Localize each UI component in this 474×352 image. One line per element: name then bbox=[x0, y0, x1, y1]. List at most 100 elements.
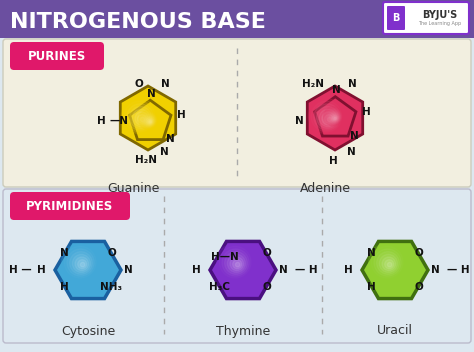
Text: N: N bbox=[161, 80, 170, 89]
Circle shape bbox=[121, 99, 156, 134]
Circle shape bbox=[127, 104, 153, 130]
Text: N: N bbox=[279, 265, 287, 275]
Text: N: N bbox=[295, 116, 304, 126]
Circle shape bbox=[225, 252, 247, 274]
Text: Thymine: Thymine bbox=[216, 325, 270, 338]
Text: N: N bbox=[147, 89, 156, 99]
Circle shape bbox=[138, 110, 158, 130]
Text: Uracil: Uracil bbox=[377, 325, 413, 338]
Circle shape bbox=[73, 254, 91, 272]
Circle shape bbox=[62, 244, 98, 280]
Circle shape bbox=[75, 257, 89, 271]
Text: N: N bbox=[165, 134, 174, 144]
Circle shape bbox=[141, 113, 156, 127]
Polygon shape bbox=[307, 86, 363, 150]
Text: N: N bbox=[430, 265, 439, 275]
Text: H: H bbox=[344, 265, 352, 275]
Text: N: N bbox=[332, 85, 341, 95]
Circle shape bbox=[124, 101, 155, 132]
Circle shape bbox=[219, 246, 251, 278]
Text: N: N bbox=[160, 146, 168, 157]
Text: N: N bbox=[367, 247, 376, 258]
Text: H —: H — bbox=[9, 265, 31, 275]
Text: PYRIMIDINES: PYRIMIDINES bbox=[27, 200, 114, 213]
Circle shape bbox=[146, 118, 153, 125]
Circle shape bbox=[379, 254, 398, 272]
Circle shape bbox=[331, 114, 338, 121]
Circle shape bbox=[129, 107, 152, 128]
Text: Adenine: Adenine bbox=[300, 182, 350, 195]
FancyBboxPatch shape bbox=[10, 192, 130, 220]
Text: H₂N: H₂N bbox=[301, 80, 324, 89]
Text: H: H bbox=[329, 156, 338, 166]
Circle shape bbox=[228, 254, 246, 272]
Text: H—N: H—N bbox=[210, 252, 238, 263]
Text: B: B bbox=[392, 13, 400, 23]
Circle shape bbox=[322, 112, 335, 125]
Text: BYJU'S: BYJU'S bbox=[422, 10, 457, 20]
FancyBboxPatch shape bbox=[3, 189, 471, 343]
Circle shape bbox=[132, 109, 150, 127]
FancyBboxPatch shape bbox=[0, 0, 474, 38]
Circle shape bbox=[140, 112, 157, 128]
Circle shape bbox=[311, 101, 342, 132]
Polygon shape bbox=[129, 100, 171, 140]
Text: PURINES: PURINES bbox=[28, 50, 86, 63]
Circle shape bbox=[222, 249, 249, 276]
Circle shape bbox=[230, 257, 244, 271]
Circle shape bbox=[140, 117, 145, 122]
Circle shape bbox=[329, 113, 339, 122]
Circle shape bbox=[324, 107, 343, 126]
Circle shape bbox=[325, 115, 333, 124]
Text: O: O bbox=[107, 247, 116, 258]
FancyBboxPatch shape bbox=[387, 6, 405, 30]
Circle shape bbox=[233, 260, 242, 269]
Polygon shape bbox=[315, 97, 356, 136]
Circle shape bbox=[319, 109, 337, 127]
Circle shape bbox=[334, 117, 336, 119]
Text: O: O bbox=[262, 282, 271, 293]
Text: H: H bbox=[60, 282, 69, 293]
Circle shape bbox=[317, 107, 338, 128]
Circle shape bbox=[145, 116, 154, 126]
Text: H: H bbox=[363, 107, 371, 117]
Circle shape bbox=[309, 99, 344, 134]
Text: H: H bbox=[177, 111, 186, 120]
Text: O: O bbox=[134, 80, 143, 89]
Circle shape bbox=[377, 252, 399, 274]
Text: Cytosine: Cytosine bbox=[61, 325, 115, 338]
Text: The Learning App: The Learning App bbox=[419, 20, 462, 25]
Circle shape bbox=[64, 246, 96, 278]
Text: H: H bbox=[191, 265, 201, 275]
Circle shape bbox=[328, 111, 340, 123]
Circle shape bbox=[147, 119, 152, 124]
Circle shape bbox=[137, 115, 146, 124]
Circle shape bbox=[325, 108, 342, 125]
Circle shape bbox=[149, 120, 151, 123]
FancyBboxPatch shape bbox=[383, 2, 469, 34]
Text: O: O bbox=[262, 247, 271, 258]
Text: — H: — H bbox=[447, 265, 470, 275]
Text: NH₃: NH₃ bbox=[100, 282, 123, 293]
Text: N: N bbox=[348, 80, 357, 89]
Polygon shape bbox=[362, 241, 428, 298]
Circle shape bbox=[382, 257, 396, 271]
Circle shape bbox=[135, 112, 148, 125]
Circle shape bbox=[143, 115, 155, 127]
Text: H: H bbox=[36, 265, 46, 275]
Circle shape bbox=[78, 260, 87, 269]
Text: O: O bbox=[414, 282, 423, 293]
Circle shape bbox=[314, 104, 340, 130]
Text: H: H bbox=[97, 116, 106, 126]
Polygon shape bbox=[210, 241, 276, 298]
Text: — H: — H bbox=[295, 265, 318, 275]
Circle shape bbox=[70, 252, 92, 274]
Text: N: N bbox=[346, 146, 356, 157]
Circle shape bbox=[385, 260, 394, 269]
FancyBboxPatch shape bbox=[3, 39, 471, 187]
Circle shape bbox=[371, 246, 403, 278]
Text: N: N bbox=[350, 131, 359, 141]
Circle shape bbox=[332, 115, 337, 120]
Circle shape bbox=[374, 249, 401, 276]
Text: H₂N: H₂N bbox=[136, 155, 157, 165]
